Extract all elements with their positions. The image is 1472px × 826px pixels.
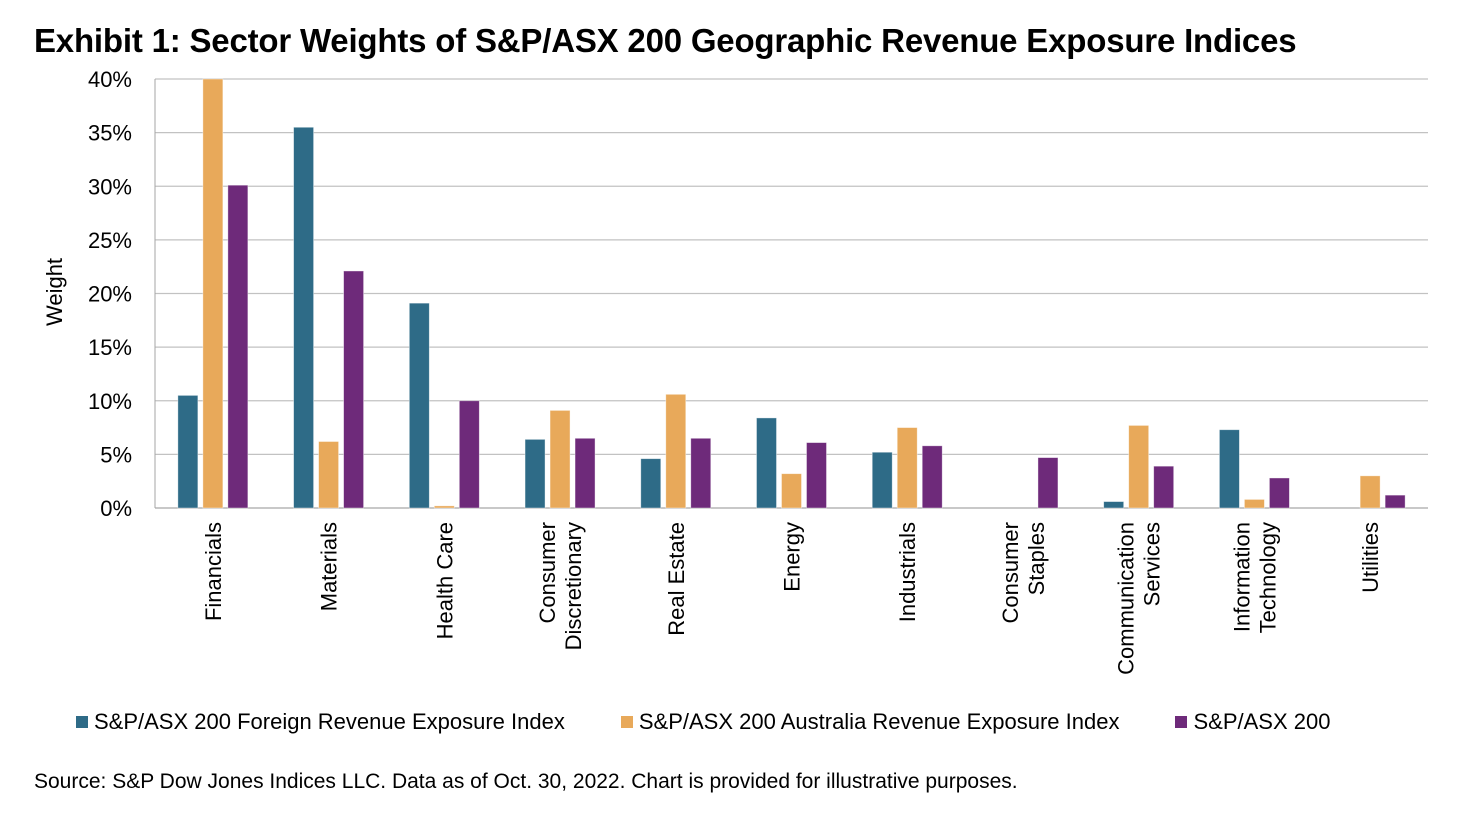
legend-label: S&P/ASX 200 bbox=[1193, 709, 1331, 734]
source-note: Source: S&P Dow Jones Indices LLC. Data … bbox=[34, 770, 1018, 793]
bar bbox=[640, 458, 662, 509]
bar bbox=[293, 126, 314, 509]
bar bbox=[408, 302, 430, 509]
legend-swatch bbox=[1175, 716, 1188, 728]
bar bbox=[549, 410, 571, 509]
legend-item: S&P/ASX 200 bbox=[1175, 709, 1330, 735]
bar bbox=[433, 505, 455, 509]
bars bbox=[177, 78, 1406, 509]
y-tick-label: 5% bbox=[100, 442, 132, 467]
y-tick-label: 20% bbox=[88, 282, 132, 307]
x-tick-label-line: Communication bbox=[1114, 522, 1139, 675]
x-tick-label-line: Information bbox=[1229, 522, 1254, 632]
bar bbox=[202, 78, 224, 509]
x-tick-label: Industrials bbox=[895, 522, 920, 622]
bar bbox=[921, 445, 943, 509]
bar bbox=[665, 393, 687, 509]
gridlines bbox=[154, 78, 1428, 509]
bar bbox=[1384, 494, 1406, 509]
bar bbox=[1269, 477, 1290, 509]
legend-item: S&P/ASX 200 Australia Revenue Exposure I… bbox=[620, 709, 1120, 735]
x-tick-label-line: Consumer bbox=[998, 522, 1023, 623]
bar bbox=[871, 451, 893, 509]
bar bbox=[690, 437, 712, 509]
y-tick-label: 0% bbox=[100, 496, 132, 521]
x-tick-label-line: Staples bbox=[1024, 522, 1049, 595]
bar bbox=[896, 427, 918, 509]
x-tick-label-line: Services bbox=[1140, 522, 1165, 606]
x-tick-label: Energy bbox=[780, 522, 805, 592]
legend-swatch bbox=[620, 716, 633, 728]
x-tick-label-line: Energy bbox=[780, 522, 805, 592]
legend-label: S&P/ASX 200 Australia Revenue Exposure I… bbox=[638, 709, 1120, 734]
bar bbox=[1153, 465, 1175, 509]
bar bbox=[343, 270, 364, 509]
x-tick-label: Health Care bbox=[432, 522, 457, 639]
chart-title: Exhibit 1: Sector Weights of S&P/ASX 200… bbox=[34, 22, 1297, 59]
x-tick-label: Materials bbox=[317, 522, 342, 611]
y-tick-label: 35% bbox=[88, 121, 132, 146]
legend-item: S&P/ASX 200 Foreign Revenue Exposure Ind… bbox=[76, 709, 565, 735]
y-tick-label: 30% bbox=[88, 174, 132, 199]
x-tick-label-line: Consumer bbox=[535, 522, 560, 623]
bar bbox=[1359, 475, 1381, 509]
x-tick-label-line: Technology bbox=[1255, 522, 1280, 633]
bar bbox=[806, 442, 827, 509]
x-tick-label-line: Real Estate bbox=[664, 522, 689, 636]
legend-label: S&P/ASX 200 Foreign Revenue Exposure Ind… bbox=[94, 709, 565, 734]
x-tick-label: Consumer Staples bbox=[998, 522, 1049, 623]
bar bbox=[1037, 457, 1059, 509]
bar bbox=[756, 417, 777, 509]
bar bbox=[574, 437, 596, 509]
bar bbox=[458, 400, 480, 509]
y-tick-label: 15% bbox=[88, 335, 132, 360]
x-tick-label-line: Utilities bbox=[1358, 522, 1383, 593]
x-tick-label-line: Materials bbox=[317, 522, 342, 611]
x-tick-label-line: Discretionary bbox=[561, 522, 586, 650]
x-tick-label-line: Health Care bbox=[432, 522, 457, 639]
bar bbox=[1128, 425, 1150, 509]
y-tick-label: 10% bbox=[88, 389, 132, 414]
legend: S&P/ASX 200 Foreign Revenue Exposure Ind… bbox=[76, 709, 1386, 735]
bar bbox=[524, 438, 546, 509]
bar bbox=[781, 473, 802, 509]
x-tick-label: Utilities bbox=[1358, 522, 1383, 593]
x-tick-label: Communication Services bbox=[1114, 522, 1165, 675]
y-axis-label: Weight bbox=[42, 258, 67, 326]
bar bbox=[1244, 499, 1265, 509]
x-tick-label: Financials bbox=[201, 522, 226, 621]
x-tick-label-line: Financials bbox=[201, 522, 226, 621]
x-axis-labels: Financials Materials Health Care Consumer Di… bbox=[201, 522, 1383, 675]
y-axis-ticks: 0% 5% 10% 15% 20% 25% 30% 35% 40% bbox=[88, 67, 132, 521]
x-tick-label: Consumer Discretionary bbox=[535, 522, 586, 650]
bar bbox=[227, 184, 249, 509]
y-tick-label: 40% bbox=[88, 67, 132, 92]
x-tick-label-line: Industrials bbox=[895, 522, 920, 622]
legend-swatch bbox=[76, 716, 88, 728]
bar bbox=[1103, 501, 1125, 509]
y-tick-label: 25% bbox=[88, 228, 132, 253]
x-tick-label: Information Technology bbox=[1229, 522, 1280, 633]
bar-chart: 0% 5% 10% 15% 20% 25% 30% 35% 40% Financials Mate… bbox=[42, 67, 1428, 675]
x-tick-label: Real Estate bbox=[664, 522, 689, 636]
bar bbox=[318, 441, 339, 509]
bar bbox=[1219, 429, 1240, 509]
bar bbox=[177, 394, 199, 509]
